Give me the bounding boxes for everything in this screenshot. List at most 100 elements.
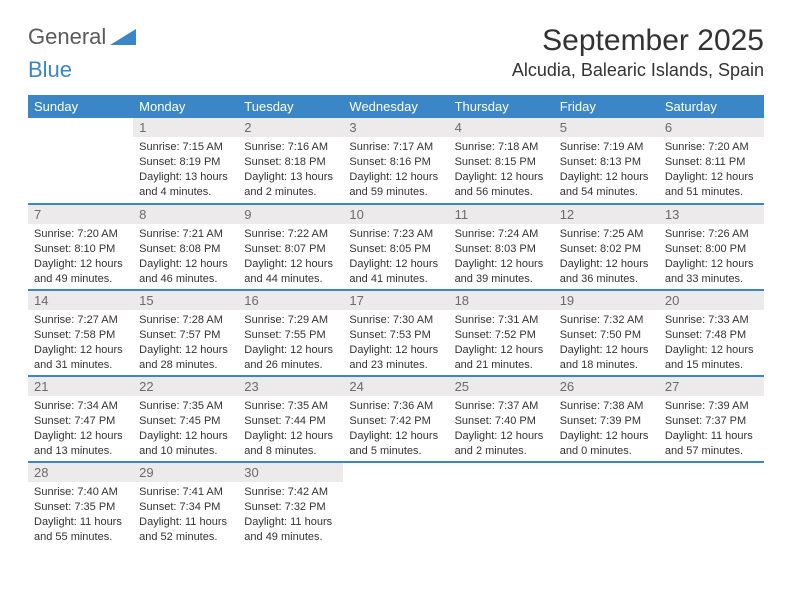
sunset-line: Sunset: 7:37 PM [665,414,758,429]
calendar-cell [28,118,133,204]
sunset-line: Sunset: 7:47 PM [34,414,127,429]
daylight-line: Daylight: 12 hours and 41 minutes. [349,257,442,287]
day-number: 5 [554,118,659,137]
sunrise-line: Sunrise: 7:20 AM [34,227,127,242]
daylight-line: Daylight: 12 hours and 13 minutes. [34,429,127,459]
day-info: Sunrise: 7:24 AMSunset: 8:03 PMDaylight:… [449,224,554,286]
sunset-line: Sunset: 7:44 PM [244,414,337,429]
sunrise-line: Sunrise: 7:32 AM [560,313,653,328]
day-info: Sunrise: 7:25 AMSunset: 8:02 PMDaylight:… [554,224,659,286]
calendar-header-row: Sunday Monday Tuesday Wednesday Thursday… [28,95,764,118]
sunrise-line: Sunrise: 7:19 AM [560,140,653,155]
sunset-line: Sunset: 7:45 PM [139,414,232,429]
sunset-line: Sunset: 8:13 PM [560,155,653,170]
month-title: September 2025 [512,24,764,58]
sunrise-line: Sunrise: 7:35 AM [244,399,337,414]
calendar-cell: 23Sunrise: 7:35 AMSunset: 7:44 PMDayligh… [238,376,343,462]
daylight-line: Daylight: 12 hours and 10 minutes. [139,429,232,459]
day-info: Sunrise: 7:29 AMSunset: 7:55 PMDaylight:… [238,310,343,372]
col-wednesday: Wednesday [343,95,448,118]
sunrise-line: Sunrise: 7:41 AM [139,485,232,500]
daylight-line: Daylight: 12 hours and 51 minutes. [665,170,758,200]
sunset-line: Sunset: 8:10 PM [34,242,127,257]
sunrise-line: Sunrise: 7:27 AM [34,313,127,328]
sunrise-line: Sunrise: 7:22 AM [244,227,337,242]
calendar-cell: 28Sunrise: 7:40 AMSunset: 7:35 PMDayligh… [28,462,133,548]
day-number: 28 [28,463,133,482]
day-info: Sunrise: 7:36 AMSunset: 7:42 PMDaylight:… [343,396,448,458]
day-number: 29 [133,463,238,482]
calendar-cell: 14Sunrise: 7:27 AMSunset: 7:58 PMDayligh… [28,290,133,376]
calendar-cell: 20Sunrise: 7:33 AMSunset: 7:48 PMDayligh… [659,290,764,376]
day-info: Sunrise: 7:35 AMSunset: 7:45 PMDaylight:… [133,396,238,458]
day-number: 12 [554,205,659,224]
day-info: Sunrise: 7:23 AMSunset: 8:05 PMDaylight:… [343,224,448,286]
day-info: Sunrise: 7:26 AMSunset: 8:00 PMDaylight:… [659,224,764,286]
sunset-line: Sunset: 7:50 PM [560,328,653,343]
sunset-line: Sunset: 7:48 PM [665,328,758,343]
day-info: Sunrise: 7:35 AMSunset: 7:44 PMDaylight:… [238,396,343,458]
daylight-line: Daylight: 12 hours and 36 minutes. [560,257,653,287]
day-number: 9 [238,205,343,224]
sunrise-line: Sunrise: 7:38 AM [560,399,653,414]
day-number: 13 [659,205,764,224]
calendar-cell: 22Sunrise: 7:35 AMSunset: 7:45 PMDayligh… [133,376,238,462]
day-info: Sunrise: 7:42 AMSunset: 7:32 PMDaylight:… [238,482,343,544]
col-sunday: Sunday [28,95,133,118]
calendar-cell: 12Sunrise: 7:25 AMSunset: 8:02 PMDayligh… [554,204,659,290]
daylight-line: Daylight: 12 hours and 46 minutes. [139,257,232,287]
day-info: Sunrise: 7:40 AMSunset: 7:35 PMDaylight:… [28,482,133,544]
day-number: 16 [238,291,343,310]
calendar-cell: 29Sunrise: 7:41 AMSunset: 7:34 PMDayligh… [133,462,238,548]
day-number: 2 [238,118,343,137]
sunrise-line: Sunrise: 7:29 AM [244,313,337,328]
sunrise-line: Sunrise: 7:16 AM [244,140,337,155]
calendar-week-row: 28Sunrise: 7:40 AMSunset: 7:35 PMDayligh… [28,462,764,548]
calendar-cell: 30Sunrise: 7:42 AMSunset: 7:32 PMDayligh… [238,462,343,548]
calendar-week-row: 1Sunrise: 7:15 AMSunset: 8:19 PMDaylight… [28,118,764,204]
logo-triangle-icon [110,29,136,45]
day-number: 10 [343,205,448,224]
calendar-cell: 3Sunrise: 7:17 AMSunset: 8:16 PMDaylight… [343,118,448,204]
calendar-cell: 6Sunrise: 7:20 AMSunset: 8:11 PMDaylight… [659,118,764,204]
sunset-line: Sunset: 7:35 PM [34,500,127,515]
sunset-line: Sunset: 7:32 PM [244,500,337,515]
sunset-line: Sunset: 8:15 PM [455,155,548,170]
col-monday: Monday [133,95,238,118]
calendar-cell: 27Sunrise: 7:39 AMSunset: 7:37 PMDayligh… [659,376,764,462]
day-number: 3 [343,118,448,137]
day-info: Sunrise: 7:16 AMSunset: 8:18 PMDaylight:… [238,137,343,199]
calendar-cell: 24Sunrise: 7:36 AMSunset: 7:42 PMDayligh… [343,376,448,462]
daylight-line: Daylight: 11 hours and 55 minutes. [34,515,127,545]
sunrise-line: Sunrise: 7:30 AM [349,313,442,328]
day-number: 30 [238,463,343,482]
daylight-line: Daylight: 12 hours and 44 minutes. [244,257,337,287]
sunset-line: Sunset: 7:52 PM [455,328,548,343]
daylight-line: Daylight: 12 hours and 26 minutes. [244,343,337,373]
day-info: Sunrise: 7:34 AMSunset: 7:47 PMDaylight:… [28,396,133,458]
day-info: Sunrise: 7:28 AMSunset: 7:57 PMDaylight:… [133,310,238,372]
calendar-cell: 17Sunrise: 7:30 AMSunset: 7:53 PMDayligh… [343,290,448,376]
sunset-line: Sunset: 8:16 PM [349,155,442,170]
day-number: 20 [659,291,764,310]
calendar-cell: 9 Sunrise: 7:22 AMSunset: 8:07 PMDaylight… [238,204,343,290]
sunset-line: Sunset: 7:55 PM [244,328,337,343]
daylight-line: Daylight: 11 hours and 52 minutes. [139,515,232,545]
day-info: Sunrise: 7:18 AMSunset: 8:15 PMDaylight:… [449,137,554,199]
logo-text-1: General [28,24,106,50]
calendar-cell [343,462,448,548]
daylight-line: Daylight: 12 hours and 59 minutes. [349,170,442,200]
day-info: Sunrise: 7:41 AMSunset: 7:34 PMDaylight:… [133,482,238,544]
day-number: 26 [554,377,659,396]
daylight-line: Daylight: 12 hours and 54 minutes. [560,170,653,200]
col-friday: Friday [554,95,659,118]
sunrise-line: Sunrise: 7:18 AM [455,140,548,155]
sunset-line: Sunset: 8:00 PM [665,242,758,257]
day-number: 7 [28,205,133,224]
calendar-cell: 8Sunrise: 7:21 AMSunset: 8:08 PMDaylight… [133,204,238,290]
day-number: 14 [28,291,133,310]
sunset-line: Sunset: 8:07 PM [244,242,337,257]
calendar-cell: 19Sunrise: 7:32 AMSunset: 7:50 PMDayligh… [554,290,659,376]
logo: General [28,24,136,50]
day-info: Sunrise: 7:20 AMSunset: 8:10 PMDaylight:… [28,224,133,286]
